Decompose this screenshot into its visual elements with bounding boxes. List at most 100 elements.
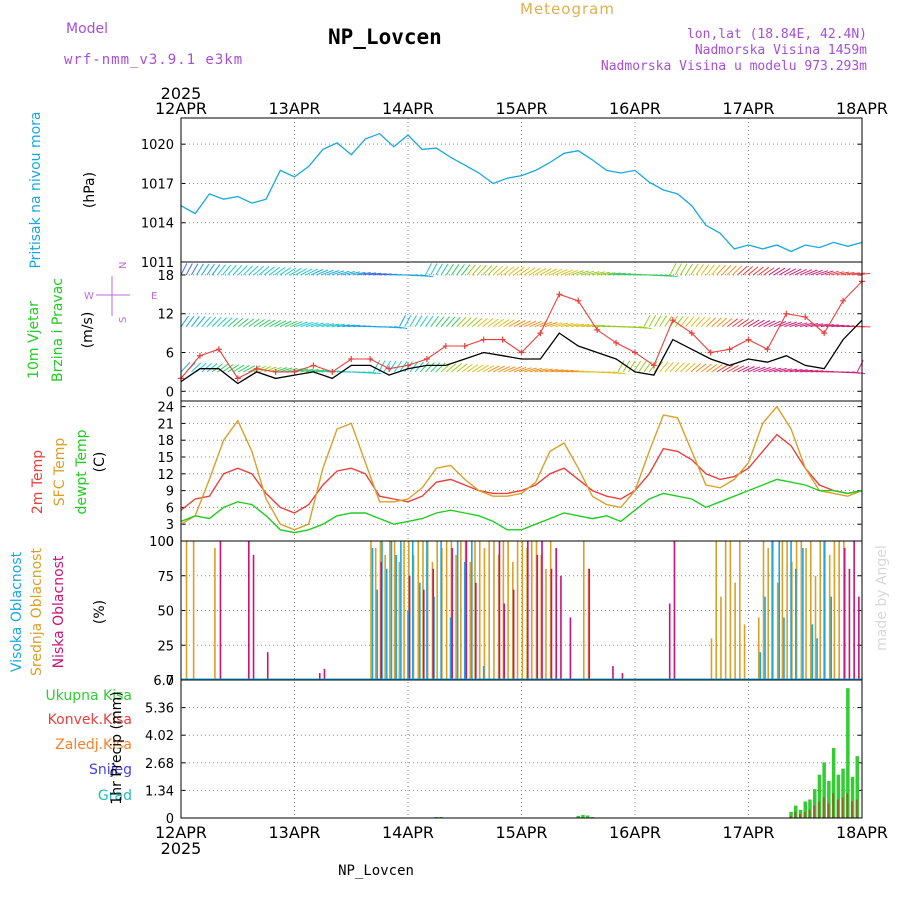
wind-barb	[716, 364, 729, 373]
wind-barb	[690, 316, 700, 327]
bottom-day-label: 14APR	[382, 823, 434, 842]
wind-barb	[264, 366, 277, 373]
wind-barb	[419, 361, 430, 373]
wind-barb	[747, 366, 761, 373]
wind-barb	[597, 271, 611, 276]
wind-barb	[789, 369, 803, 373]
wind-barb	[393, 360, 403, 373]
wind-gust-marker	[348, 355, 355, 362]
pressure-tick-label: 1011	[141, 256, 174, 271]
top-day-label: 13APR	[268, 99, 320, 118]
wind-barb	[347, 271, 361, 276]
wind-barb	[211, 363, 223, 373]
wind-barb	[513, 366, 527, 373]
wind-barb	[248, 318, 260, 328]
wind-barb	[726, 318, 738, 328]
wind-barb	[555, 322, 569, 328]
wind-unit: (m/s)	[80, 312, 96, 349]
watermark: made by Angel	[874, 545, 890, 651]
footer-station: NP_Lovcen	[338, 863, 414, 879]
wind-barb	[253, 265, 264, 276]
wind-barb	[206, 316, 217, 327]
wind-barb	[191, 362, 202, 373]
total-precip-bar	[841, 768, 845, 818]
bottom-day-label: 16APR	[609, 823, 661, 842]
wind-barb	[201, 316, 211, 327]
conv-precip-bar	[836, 799, 839, 818]
wind-barb	[570, 270, 584, 276]
wind-gust-marker	[196, 352, 203, 359]
dewpt-label: dewpt Temp	[74, 429, 90, 514]
wind-barb	[321, 323, 335, 328]
wind-barb	[237, 318, 249, 328]
total-precip-bar	[827, 780, 831, 818]
wind-barb	[269, 319, 282, 328]
wind-tick-label: 18	[157, 269, 174, 284]
wind-barb	[284, 367, 298, 373]
wind-barb	[258, 366, 272, 373]
cloud-panel: 0 25 50 75 100	[149, 535, 862, 689]
wind-barb	[784, 268, 797, 276]
wind-barb	[669, 362, 680, 373]
wind-barb	[831, 271, 844, 276]
temp-tick-label: 9	[166, 485, 174, 500]
wind-barb	[498, 319, 510, 328]
compass-e: E	[151, 291, 157, 302]
wind-barb	[461, 264, 471, 276]
wind-barb	[336, 270, 350, 276]
conv-precip-bar	[808, 809, 811, 818]
wind-barb	[669, 263, 677, 276]
total-precip-bar	[850, 776, 855, 818]
wind-barb	[768, 367, 782, 373]
bottom-day-label: 17APR	[722, 823, 774, 842]
wind-barb	[685, 263, 694, 276]
wind-barb	[586, 324, 600, 328]
wind-barb	[243, 365, 256, 373]
top-date-axis: 12APR 13APR 14APR 15APR 16APR 17APR 18APR	[155, 99, 888, 118]
wind-barb	[430, 315, 439, 327]
wind-barb	[300, 268, 313, 276]
tsfc-label: SFC Temp	[52, 438, 68, 507]
wind-barb	[310, 322, 324, 328]
wind-barb	[831, 324, 845, 328]
wind-barb	[627, 360, 636, 373]
wind-barb	[518, 320, 531, 328]
legend-freezing-precip: Zaledj.Kisa	[55, 737, 132, 753]
wind-barb	[310, 269, 324, 276]
wind-barb	[394, 326, 408, 329]
wind-barb	[451, 363, 462, 373]
total-precip-bar	[808, 799, 812, 818]
wind-barb	[612, 272, 626, 276]
wind-barb	[706, 363, 718, 373]
wind-barb	[180, 362, 191, 373]
wind-barb	[763, 367, 777, 373]
wind-barb	[690, 363, 702, 373]
wind-barb	[794, 268, 807, 276]
bottom-date-axis: 12APR 13APR 14APR 15APR 16APR 17APR 18APR	[155, 823, 888, 842]
wind-barb	[545, 368, 558, 373]
wind-barb	[180, 263, 188, 276]
wind-barb	[472, 364, 484, 373]
compass-w: W	[84, 291, 94, 302]
wind-barb	[243, 265, 254, 276]
wind-barb	[711, 364, 723, 373]
wind-barb	[227, 317, 238, 328]
wind-barb	[586, 271, 600, 276]
wind-barb	[539, 268, 552, 276]
wind-gust-marker	[234, 375, 241, 382]
wind-barb	[368, 371, 382, 375]
wind-barb	[726, 265, 737, 276]
wind-barb	[685, 362, 696, 373]
wind-barb	[810, 323, 824, 328]
wind-barb	[617, 360, 625, 373]
cloud-unit: (%)	[92, 600, 108, 624]
wind-barb	[237, 265, 248, 276]
wind-barb	[232, 364, 245, 373]
wind-speed-line	[180, 319, 863, 385]
total-precip-bar	[836, 774, 841, 818]
wind-sublabel: Brzina i Pravac	[50, 278, 66, 382]
precip-tick-label: 4.02	[145, 729, 174, 744]
t2m-line	[180, 433, 863, 514]
wind-barb	[576, 270, 589, 276]
wind-barb	[758, 266, 770, 276]
